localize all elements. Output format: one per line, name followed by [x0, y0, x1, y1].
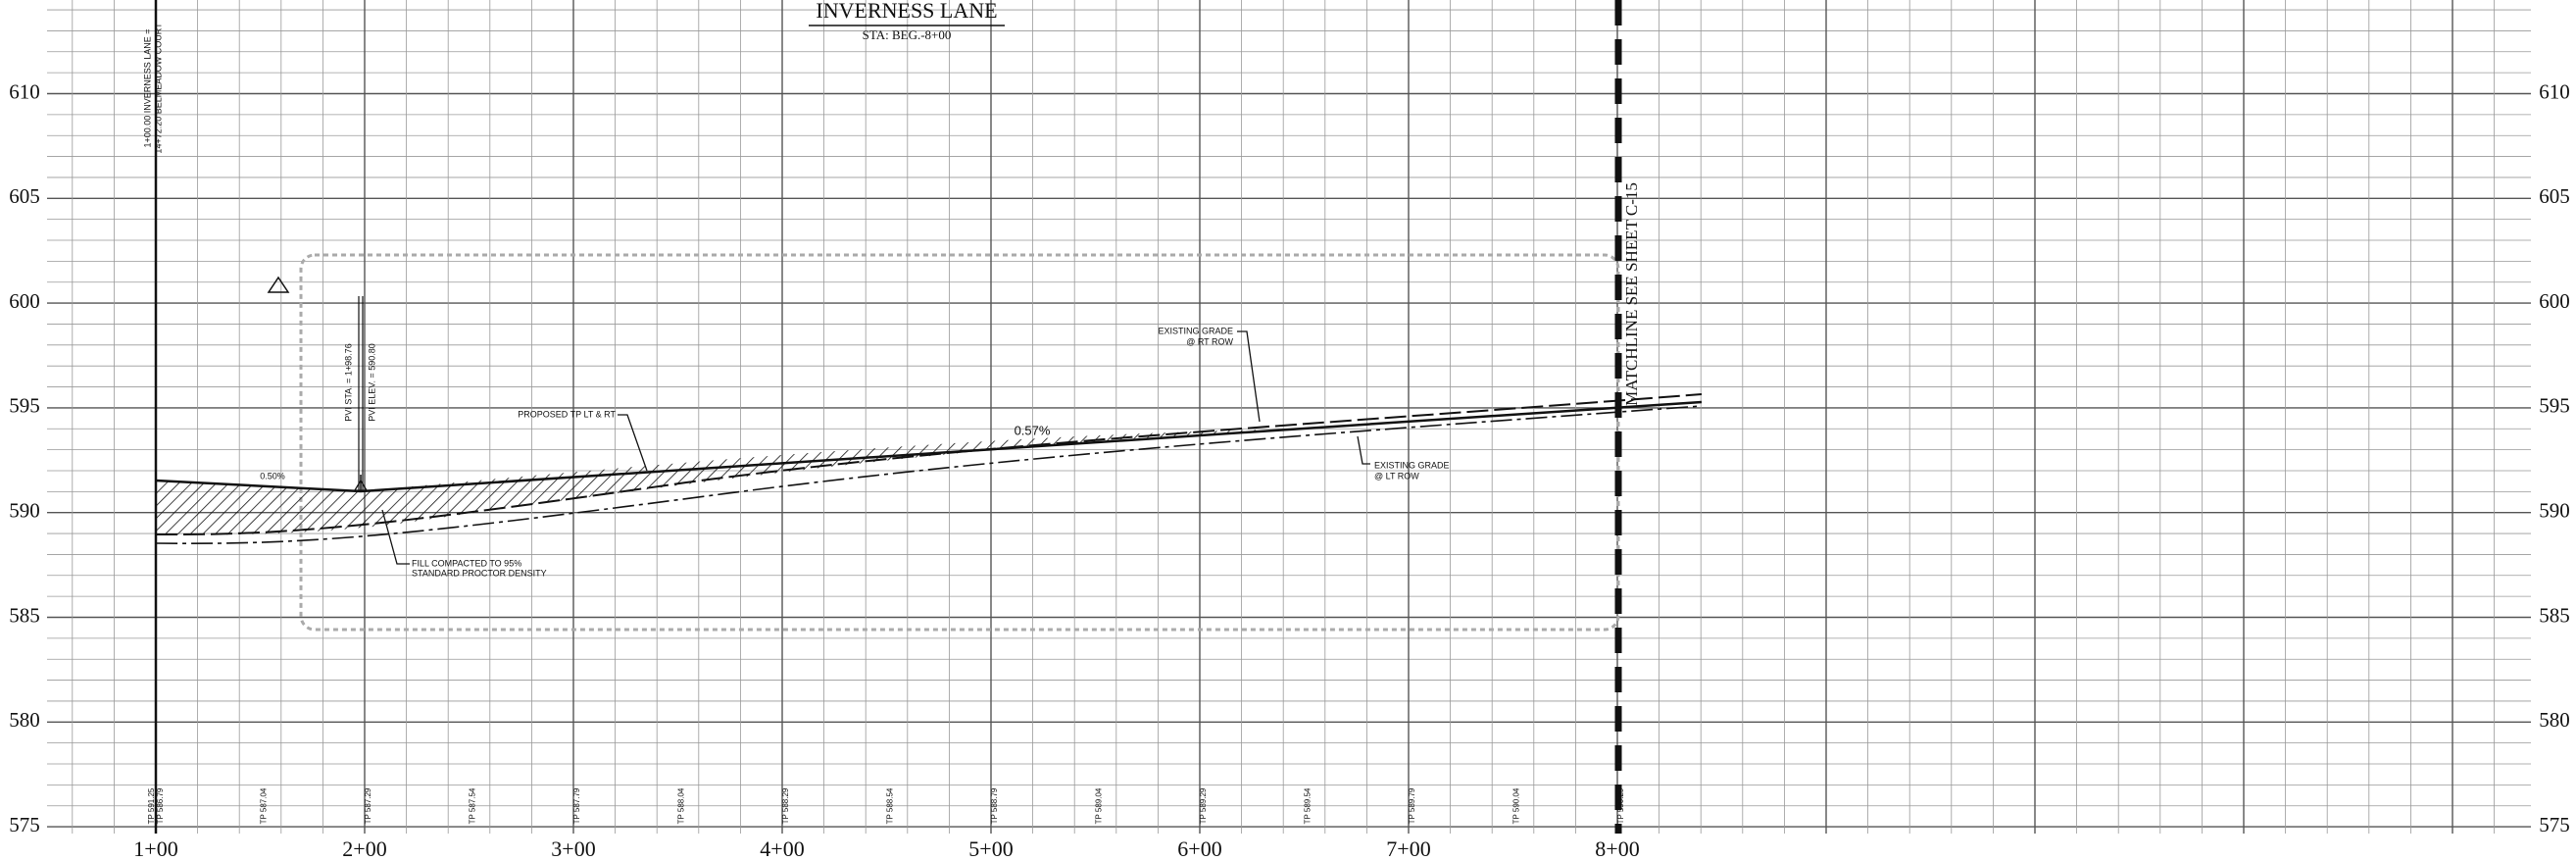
elevation-label: 610: [2539, 79, 2570, 103]
station-label: 3+00: [551, 836, 595, 861]
pvi-elev: PVI ELEV. = 590.80: [367, 343, 376, 421]
station-label: 2+00: [342, 836, 386, 861]
matchline-note: MATCHLINE SEE SHEET C-15: [1622, 182, 1641, 406]
station-label: 8+00: [1595, 836, 1639, 861]
fill-note: STANDARD PROCTOR DENSITY: [412, 568, 547, 578]
tp-label: TP 590.04: [1512, 787, 1521, 824]
elevation-label: 590: [2539, 499, 2570, 523]
elevation-label: 595: [2539, 394, 2570, 418]
subtitle: STA: BEG.-8+00: [863, 27, 952, 42]
pvi-triangle: [353, 479, 369, 491]
tp-label: TP 587.54: [469, 787, 477, 824]
slope-1: 0.50%: [260, 471, 285, 481]
station-label: 5+00: [968, 836, 1013, 861]
start-note: 1+00.00 INVERNESS LANE =: [142, 28, 152, 147]
existing-lt-note: EXISTING GRADE: [1374, 460, 1450, 470]
tp-label: TP 588.79: [990, 787, 999, 824]
existing-lt-note: @ LT ROW: [1374, 471, 1419, 481]
revision-triangle: [267, 276, 290, 293]
elevation-label: 585: [9, 603, 40, 627]
elevation-label: 590: [9, 499, 40, 523]
title: INVERNESS LANE: [816, 0, 997, 23]
pvi-sta: PVI STA. = 1+98.76: [343, 343, 353, 421]
elevation-label: 605: [9, 184, 40, 208]
elevation-label: 580: [9, 708, 40, 732]
elevation-label: 575: [9, 813, 40, 836]
tp-label: TP 588.54: [886, 787, 895, 824]
tp-label: TP 588.04: [677, 787, 686, 824]
tp-label: TP 587.04: [260, 787, 269, 824]
existing-rt-note: @ RT ROW: [1186, 336, 1233, 346]
fill-hatch: [156, 430, 1264, 535]
tp-label: TP 591.25: [147, 787, 156, 824]
grid: [47, 0, 2531, 834]
tp-label: TP 587.29: [364, 787, 372, 824]
elevation-label: 595: [9, 394, 40, 418]
elevation-label: 605: [2539, 184, 2570, 208]
tp-label: TP 587.79: [572, 787, 581, 824]
station-label: 6+00: [1177, 836, 1221, 861]
station-label: 4+00: [760, 836, 804, 861]
existing-rt: [155, 393, 1703, 536]
leader: [618, 414, 648, 472]
elevation-label: 580: [2539, 708, 2570, 732]
slope-2: 0.57%: [1015, 423, 1051, 437]
leader: [1237, 330, 1261, 423]
elevation-label: 600: [2539, 289, 2570, 313]
elevation-label: 610: [9, 79, 40, 103]
existing-lt: [155, 405, 1703, 545]
tp-label: TP 589.54: [1304, 787, 1313, 824]
leader: [1357, 435, 1370, 465]
tp-label: TP 589.29: [1199, 787, 1208, 824]
start-note: 14+72.20 BELMEADOW COURT: [153, 23, 163, 154]
tp-label: TP 588.29: [781, 787, 790, 824]
elevation-label: 600: [9, 289, 40, 313]
existing-rt-note: EXISTING GRADE: [1158, 326, 1233, 335]
tp-label: TP 589.04: [1095, 787, 1104, 824]
elevation-label: 575: [2539, 813, 2570, 836]
station-label: 1+00: [133, 836, 177, 861]
tp-label: TP 586.79: [156, 787, 165, 824]
station-label: 7+00: [1386, 836, 1430, 861]
elevation-label: 585: [2539, 603, 2570, 627]
leader: [381, 509, 410, 565]
fill-note: FILL COMPACTED TO 95%: [412, 558, 521, 568]
tp-label: TP 589.79: [1408, 787, 1416, 824]
proposed-note: PROPOSED TP LT & RT: [518, 409, 616, 419]
tp-label: TP 590.29: [1616, 787, 1625, 824]
labels: 610 610 605 605 600 600 595 595 590 590 585 585 580 5…: [9, 79, 2570, 861]
